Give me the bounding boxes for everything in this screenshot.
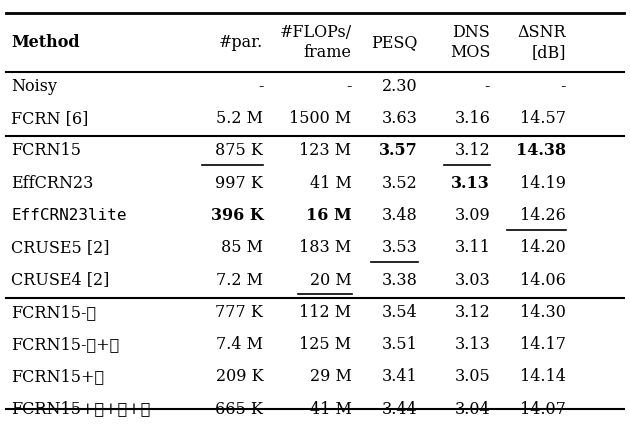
- Text: FCRN15: FCRN15: [11, 143, 81, 160]
- Text: 41 M: 41 M: [310, 401, 352, 418]
- Text: #par.: #par.: [219, 34, 263, 51]
- Text: 16 M: 16 M: [306, 207, 352, 224]
- Text: 85 M: 85 M: [221, 239, 263, 256]
- Text: 3.54: 3.54: [382, 304, 418, 321]
- Text: 5.2 M: 5.2 M: [216, 110, 263, 127]
- Text: 3.57: 3.57: [379, 143, 418, 160]
- Text: 14.30: 14.30: [520, 304, 566, 321]
- Text: ΔSNR
[dB]: ΔSNR [dB]: [517, 24, 566, 61]
- Text: 14.07: 14.07: [520, 401, 566, 418]
- Text: 3.44: 3.44: [382, 401, 418, 418]
- Text: 875 K: 875 K: [215, 143, 263, 160]
- Text: CRUSE4 [2]: CRUSE4 [2]: [11, 272, 110, 289]
- Text: -: -: [346, 78, 352, 95]
- Text: CRUSE5 [2]: CRUSE5 [2]: [11, 239, 110, 256]
- Text: 396 K: 396 K: [210, 207, 263, 224]
- Text: 3.52: 3.52: [382, 175, 418, 192]
- Text: EffCRN23: EffCRN23: [11, 175, 94, 192]
- Text: 3.12: 3.12: [454, 143, 490, 160]
- Text: FCRN15-Ⓒ+Ⓖ: FCRN15-Ⓒ+Ⓖ: [11, 336, 120, 353]
- Text: 3.38: 3.38: [382, 272, 418, 289]
- Text: 3.13: 3.13: [454, 336, 490, 353]
- Text: 125 M: 125 M: [299, 336, 352, 353]
- Text: 14.17: 14.17: [520, 336, 566, 353]
- Text: 777 K: 777 K: [215, 304, 263, 321]
- Text: FCRN15-Ⓒ: FCRN15-Ⓒ: [11, 304, 96, 321]
- Text: 14.19: 14.19: [520, 175, 566, 192]
- Text: 3.03: 3.03: [454, 272, 490, 289]
- Text: 3.13: 3.13: [451, 175, 490, 192]
- Text: PESQ: PESQ: [371, 34, 418, 51]
- Text: 14.26: 14.26: [520, 207, 566, 224]
- Text: Method: Method: [11, 34, 80, 51]
- Text: #FLOPs/
frame: #FLOPs/ frame: [280, 24, 352, 61]
- Text: 14.14: 14.14: [520, 368, 566, 385]
- Text: 14.57: 14.57: [520, 110, 566, 127]
- Text: 3.48: 3.48: [382, 207, 418, 224]
- Text: FCRN [6]: FCRN [6]: [11, 110, 89, 127]
- Text: 3.12: 3.12: [454, 304, 490, 321]
- Text: 41 M: 41 M: [310, 175, 352, 192]
- Text: 3.63: 3.63: [382, 110, 418, 127]
- Text: Noisy: Noisy: [11, 78, 57, 95]
- Text: -: -: [484, 78, 490, 95]
- Text: 3.53: 3.53: [382, 239, 418, 256]
- Text: 3.16: 3.16: [454, 110, 490, 127]
- Text: EffCRN23lite: EffCRN23lite: [11, 208, 127, 223]
- Text: 3.05: 3.05: [454, 368, 490, 385]
- Text: 2.30: 2.30: [382, 78, 418, 95]
- Text: 112 M: 112 M: [299, 304, 352, 321]
- Text: 123 M: 123 M: [299, 143, 352, 160]
- Text: 7.4 M: 7.4 M: [216, 336, 263, 353]
- Text: 3.51: 3.51: [382, 336, 418, 353]
- Text: 1500 M: 1500 M: [289, 110, 352, 127]
- Text: 209 K: 209 K: [215, 368, 263, 385]
- Text: 29 M: 29 M: [310, 368, 352, 385]
- Text: 3.11: 3.11: [454, 239, 490, 256]
- Text: 14.06: 14.06: [520, 272, 566, 289]
- Text: 3.04: 3.04: [454, 401, 490, 418]
- Text: DNS
MOS: DNS MOS: [450, 24, 490, 61]
- Text: FCRN15+Ⓕ+ⓓ+ⓟ: FCRN15+Ⓕ+ⓓ+ⓟ: [11, 401, 151, 418]
- Text: 665 K: 665 K: [215, 401, 263, 418]
- Text: -: -: [560, 78, 566, 95]
- Text: 7.2 M: 7.2 M: [216, 272, 263, 289]
- Text: 14.38: 14.38: [515, 143, 566, 160]
- Text: 14.20: 14.20: [520, 239, 566, 256]
- Text: 997 K: 997 K: [215, 175, 263, 192]
- Text: 183 M: 183 M: [299, 239, 352, 256]
- Text: 3.09: 3.09: [454, 207, 490, 224]
- Text: 3.41: 3.41: [382, 368, 418, 385]
- Text: FCRN15+Ⓕ: FCRN15+Ⓕ: [11, 368, 105, 385]
- Text: 20 M: 20 M: [310, 272, 352, 289]
- Text: -: -: [258, 78, 263, 95]
